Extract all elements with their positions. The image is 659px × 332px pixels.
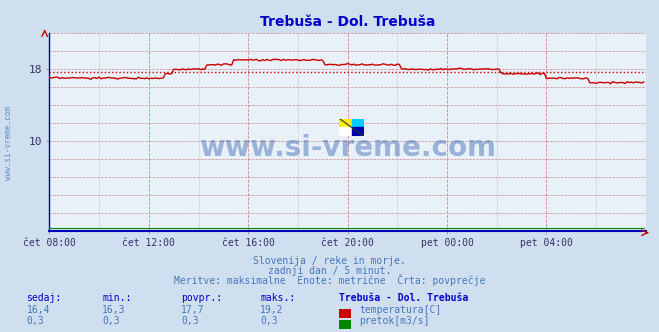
Text: Meritve: maksimalne  Enote: metrične  Črta: povprečje: Meritve: maksimalne Enote: metrične Črta… bbox=[174, 274, 485, 286]
Text: 0,3: 0,3 bbox=[181, 316, 199, 326]
Text: Trebuša - Dol. Trebuša: Trebuša - Dol. Trebuša bbox=[339, 293, 469, 303]
Bar bbox=[352, 127, 364, 136]
Text: 0,3: 0,3 bbox=[102, 316, 120, 326]
Text: min.:: min.: bbox=[102, 293, 132, 303]
Text: 0,3: 0,3 bbox=[26, 316, 44, 326]
Text: www.si-vreme.com: www.si-vreme.com bbox=[199, 134, 496, 162]
Title: Trebuša - Dol. Trebuša: Trebuša - Dol. Trebuša bbox=[260, 15, 436, 29]
Text: povpr.:: povpr.: bbox=[181, 293, 222, 303]
Text: sedaj:: sedaj: bbox=[26, 293, 61, 303]
Text: 16,4: 16,4 bbox=[26, 305, 50, 315]
Text: 0,3: 0,3 bbox=[260, 316, 278, 326]
Bar bbox=[339, 119, 352, 127]
Text: 17,7: 17,7 bbox=[181, 305, 205, 315]
Text: pretok[m3/s]: pretok[m3/s] bbox=[359, 316, 430, 326]
Text: maks.:: maks.: bbox=[260, 293, 295, 303]
Text: Slovenija / reke in morje.: Slovenija / reke in morje. bbox=[253, 256, 406, 266]
Text: 16,3: 16,3 bbox=[102, 305, 126, 315]
Bar bbox=[352, 119, 364, 127]
Text: temperatura[C]: temperatura[C] bbox=[359, 305, 442, 315]
Bar bbox=[339, 127, 352, 136]
Text: www.si-vreme.com: www.si-vreme.com bbox=[4, 106, 13, 180]
Text: zadnji dan / 5 minut.: zadnji dan / 5 minut. bbox=[268, 266, 391, 276]
Text: 19,2: 19,2 bbox=[260, 305, 284, 315]
